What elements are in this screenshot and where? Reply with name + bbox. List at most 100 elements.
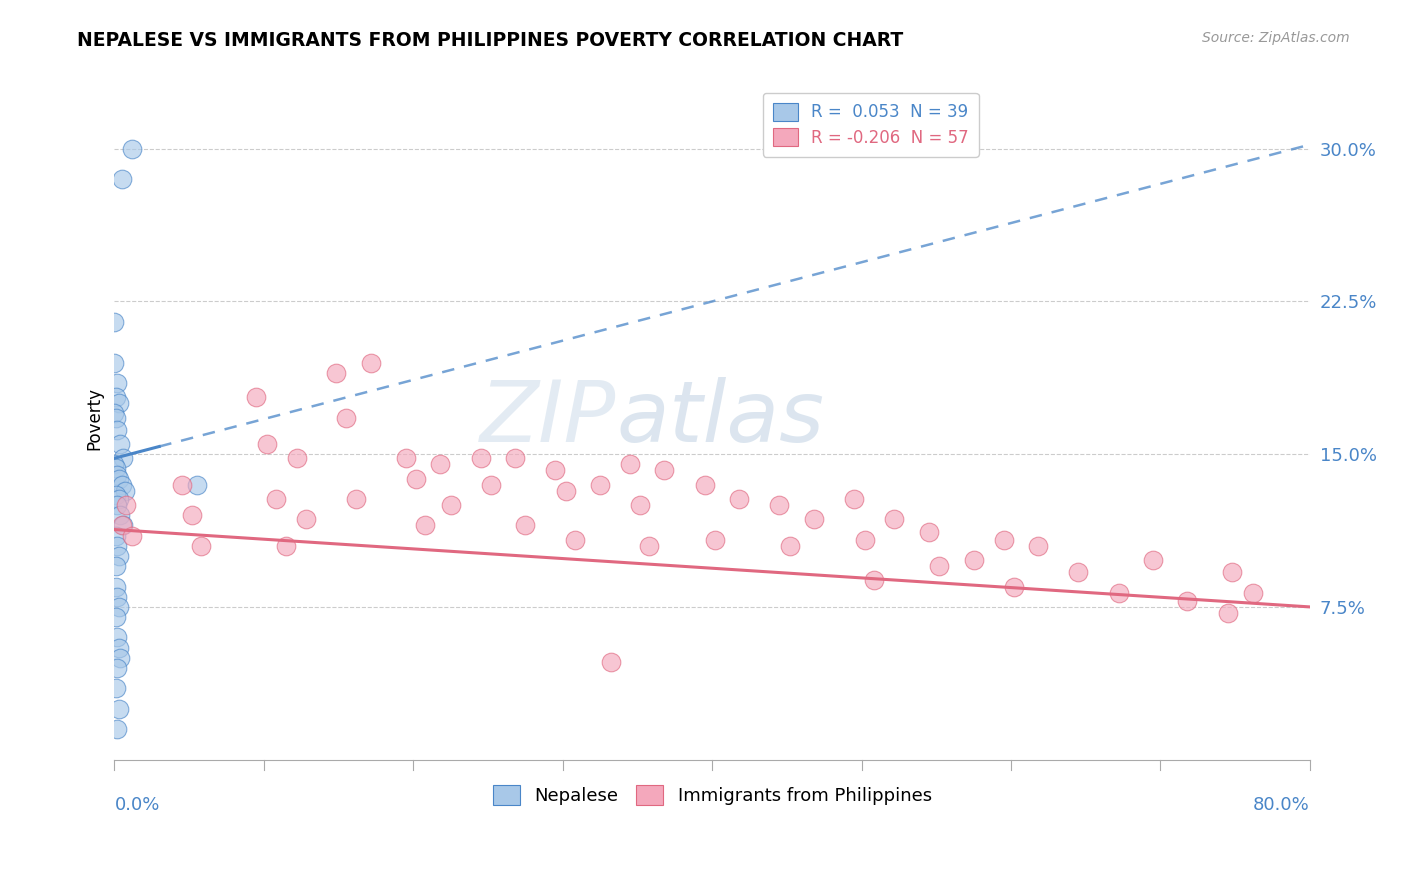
Point (256, 437, 278, 451)
Point (325, 366, 347, 380)
Point (883, 512, 905, 526)
Point (704, 533, 727, 547)
Point (544, 463, 567, 477)
Point (993, 533, 1015, 547)
Point (104, 528, 127, 542)
Point (108, 472, 131, 486)
Point (803, 512, 825, 526)
Point (294, 512, 316, 526)
Point (115, 498, 138, 512)
Point (111, 518, 134, 533)
Point (1067, 566, 1090, 580)
Point (108, 640, 131, 655)
Point (842, 491, 865, 506)
Text: 80.0%: 80.0% (1253, 797, 1310, 814)
Point (105, 722, 128, 736)
Point (104, 580, 127, 594)
Point (104, 559, 127, 574)
Point (245, 390, 267, 404)
Y-axis label: Poverty: Poverty (86, 387, 103, 450)
Point (103, 458, 125, 472)
Point (103, 407, 125, 421)
Point (276, 539, 298, 553)
Point (114, 483, 136, 498)
Point (515, 518, 537, 533)
Point (170, 477, 193, 491)
Text: atlas: atlas (616, 377, 824, 460)
Point (638, 539, 661, 553)
Point (186, 477, 208, 491)
Point (599, 655, 621, 669)
Point (105, 467, 128, 482)
Text: 0.0%: 0.0% (114, 797, 160, 814)
Point (862, 574, 884, 588)
Point (285, 451, 308, 466)
Point (405, 472, 427, 486)
Point (1220, 566, 1243, 580)
Point (110, 508, 132, 523)
Point (104, 410, 127, 425)
Point (105, 631, 128, 645)
Point (413, 518, 436, 533)
Point (1108, 585, 1130, 599)
Point (105, 590, 128, 604)
Point (108, 549, 131, 563)
Point (440, 498, 463, 512)
Point (918, 524, 941, 539)
Point (104, 681, 127, 696)
Point (110, 650, 132, 665)
Point (105, 423, 128, 437)
Legend: Nepalese, Immigrants from Philippines: Nepalese, Immigrants from Philippines (485, 778, 939, 812)
Point (104, 461, 127, 475)
Point (105, 376, 128, 390)
Point (1216, 606, 1239, 620)
Point (479, 477, 502, 491)
Point (652, 463, 675, 477)
Point (190, 539, 212, 553)
Point (112, 518, 135, 533)
Point (962, 553, 984, 567)
Text: ZIP: ZIP (481, 377, 616, 460)
Point (121, 528, 143, 542)
Point (589, 477, 612, 491)
Point (1142, 553, 1164, 567)
Point (1026, 539, 1049, 553)
Point (395, 451, 418, 466)
Point (108, 702, 131, 716)
Point (121, 142, 143, 156)
Point (103, 315, 125, 329)
Point (346, 491, 368, 506)
Point (503, 451, 526, 466)
Point (104, 488, 127, 502)
Point (1002, 580, 1025, 594)
Point (105, 539, 128, 553)
Point (108, 396, 131, 410)
Point (108, 491, 131, 506)
Point (554, 483, 576, 498)
Point (104, 610, 127, 624)
Point (693, 477, 716, 491)
Point (928, 559, 950, 574)
Point (360, 355, 382, 369)
Point (111, 477, 134, 491)
Point (1175, 594, 1198, 608)
Point (779, 539, 801, 553)
Point (264, 491, 287, 506)
Point (1241, 585, 1264, 599)
Point (335, 410, 357, 425)
Point (110, 437, 132, 451)
Point (619, 458, 641, 472)
Point (105, 498, 128, 512)
Text: Source: ZipAtlas.com: Source: ZipAtlas.com (1202, 31, 1350, 45)
Point (728, 491, 751, 506)
Point (105, 661, 128, 675)
Point (181, 508, 204, 523)
Point (853, 533, 876, 547)
Point (111, 172, 134, 186)
Point (768, 498, 790, 512)
Point (564, 533, 586, 547)
Point (470, 451, 492, 466)
Point (104, 390, 127, 404)
Point (112, 451, 135, 466)
Text: NEPALESE VS IMMIGRANTS FROM PHILIPPINES POVERTY CORRELATION CHART: NEPALESE VS IMMIGRANTS FROM PHILIPPINES … (77, 31, 904, 50)
